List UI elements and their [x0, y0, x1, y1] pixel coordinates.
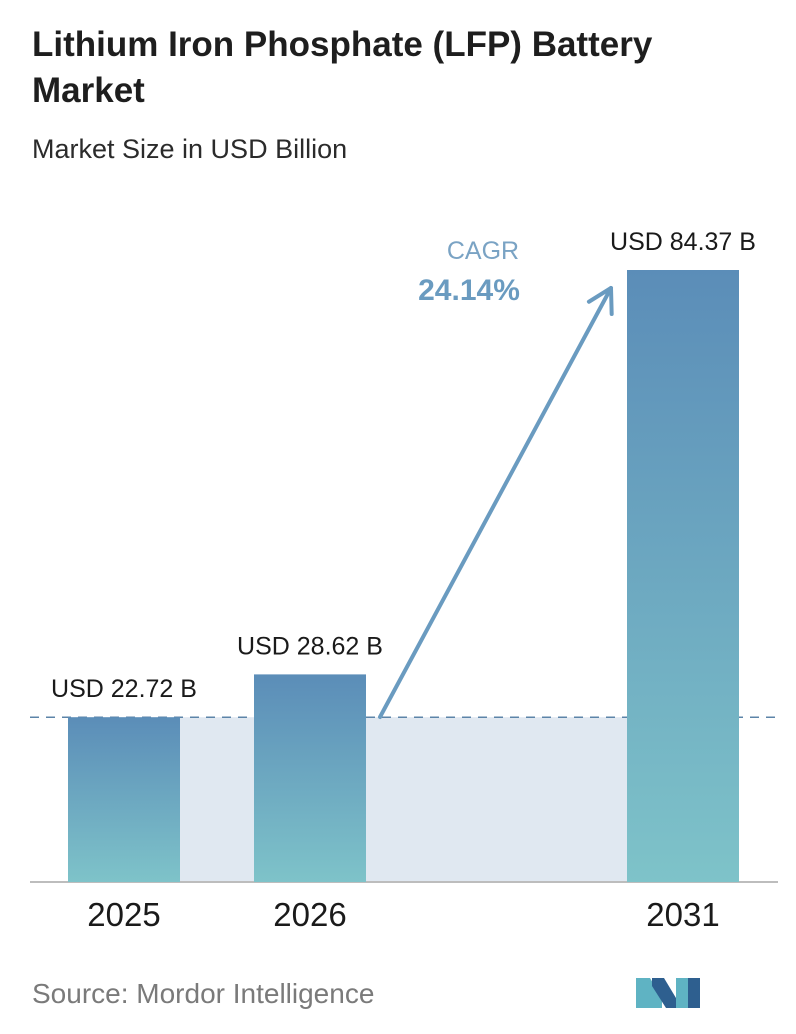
value-label-2031: USD 84.37 B [610, 228, 756, 256]
source-note: Source: Mordor Intelligence [32, 978, 375, 1009]
x-tick-2031: 2031 [646, 896, 719, 933]
bar-2031 [627, 270, 739, 882]
chart-title: Lithium Iron Phosphate (LFP) Battery Mar… [32, 25, 653, 110]
cagr-arrow-head-icon [586, 286, 614, 316]
value-label-2025: USD 22.72 B [51, 675, 197, 703]
x-tick-2026: 2026 [273, 896, 346, 933]
cagr-arrow-shaft [378, 286, 613, 719]
bar-2025 [68, 717, 180, 882]
chart-subtitle: Market Size in USD Billion [32, 134, 348, 164]
value-label-2026: USD 28.62 B [237, 632, 383, 660]
bar-chart: USD 22.72 B USD 28.62 B USD 84.37 B 2025 20… [30, 228, 780, 933]
reference-band [180, 717, 627, 882]
bar-2026 [254, 674, 366, 882]
cagr-label: CAGR [447, 237, 519, 265]
x-tick-2025: 2025 [87, 896, 160, 933]
mordor-intelligence-logo-icon [636, 978, 700, 1008]
cagr-value: 24.14% [418, 274, 520, 307]
